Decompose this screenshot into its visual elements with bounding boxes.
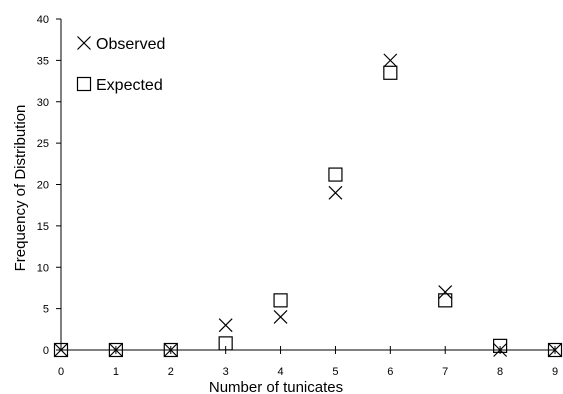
legend-label: Expected <box>96 77 163 94</box>
x-tick-label: 2 <box>168 366 174 378</box>
expected-point <box>547 342 563 358</box>
observed-point <box>163 343 178 357</box>
x-axis: 0 1 2 3 4 5 6 7 8 9 <box>58 346 558 378</box>
observed-point <box>438 285 453 299</box>
y-tick-label: 40 <box>37 14 49 26</box>
data-points <box>53 53 563 358</box>
expected-point <box>438 293 453 308</box>
legend: Observed Expected <box>76 36 165 94</box>
expected-point <box>108 342 123 358</box>
observed-point <box>328 185 343 200</box>
expected-point <box>383 65 398 80</box>
observed-point <box>54 343 68 357</box>
x-tick-label: 8 <box>497 366 503 378</box>
observed-point <box>108 343 123 357</box>
y-tick-label: 15 <box>37 221 49 233</box>
y-tick-label: 25 <box>37 138 49 150</box>
observed-point <box>218 318 233 333</box>
x-axis-title: Number of tunicates <box>209 379 343 394</box>
x-tick-label: 0 <box>58 366 64 378</box>
x-tick-label: 6 <box>387 366 393 378</box>
y-axis: 0 5 10 15 20 25 30 35 40 <box>37 14 62 357</box>
observed-point <box>273 309 288 324</box>
observed-point <box>548 343 562 357</box>
y-axis-title: Frequency of Distribution <box>12 105 29 272</box>
expected-point <box>273 293 288 308</box>
expected-point <box>163 342 178 358</box>
y-tick-label: 5 <box>43 304 49 316</box>
x-tick-label: 5 <box>332 366 338 378</box>
x-tick-label: 4 <box>277 366 283 378</box>
y-tick-label: 35 <box>37 55 49 67</box>
y-tick-label: 30 <box>37 97 49 109</box>
observed-point <box>493 343 508 357</box>
x-tick-label: 9 <box>552 366 558 378</box>
expected-point <box>53 342 69 358</box>
expected-point <box>218 336 233 351</box>
observed-point <box>383 53 398 68</box>
x-tick-label: 1 <box>113 366 119 378</box>
legend-marker-observed <box>77 36 91 50</box>
legend-label: Observed <box>96 36 165 53</box>
x-tick-label: 7 <box>442 366 448 378</box>
x-tick-label: 3 <box>223 366 229 378</box>
y-tick-label: 20 <box>37 180 49 192</box>
y-tick-label: 0 <box>43 345 49 357</box>
legend-marker-expected <box>76 76 92 92</box>
y-tick-label: 10 <box>37 262 49 274</box>
expected-point <box>328 167 343 182</box>
expected-point <box>493 338 508 353</box>
